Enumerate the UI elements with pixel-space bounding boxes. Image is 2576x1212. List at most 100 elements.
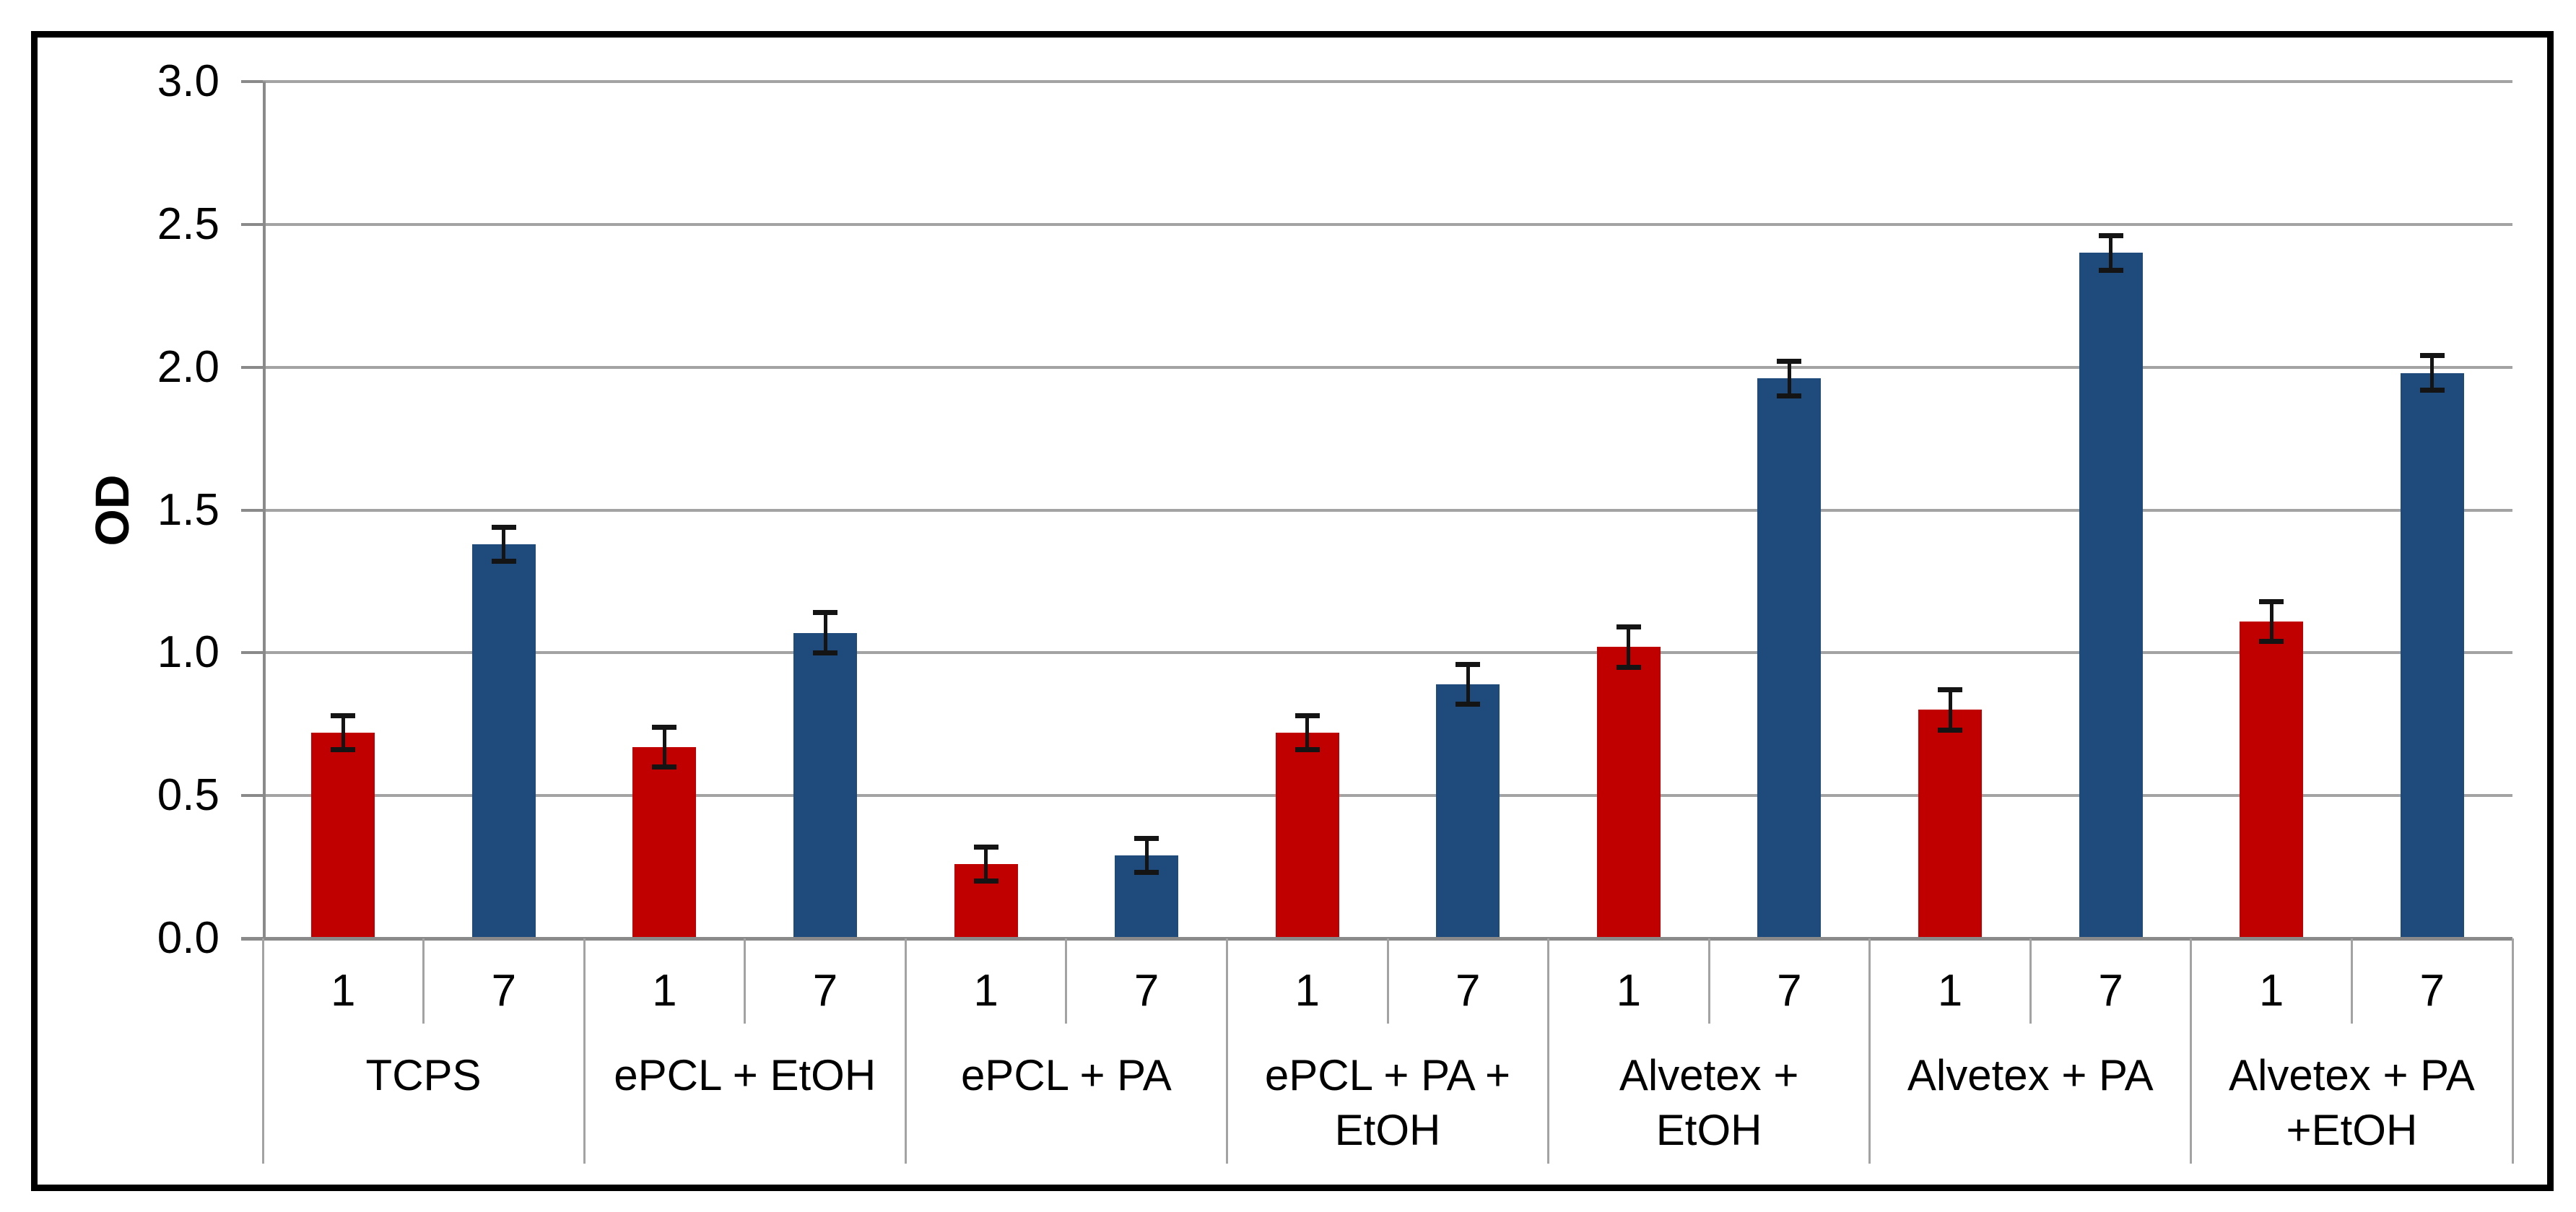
bar-group7-day7 <box>2400 372 2464 938</box>
day-tick-label-group3-7: 7 <box>1133 966 1159 1016</box>
error-bar-cap-bottom-group2-day1 <box>652 764 677 770</box>
chart-outer-border <box>31 31 2554 1191</box>
error-bar-cap-top-group1-day7 <box>491 524 516 530</box>
error-bar-group2-day1 <box>662 727 666 767</box>
day-tick-label-group1-1: 1 <box>331 966 356 1016</box>
group-separator-1 <box>583 938 586 1164</box>
error-bar-cap-bottom-group2-day7 <box>813 650 837 655</box>
y-tick-label-3.0: 3.0 <box>157 56 219 106</box>
group-label-3: ePCL + PA <box>960 1051 1172 1099</box>
bar-group5-day7 <box>1757 378 1822 938</box>
bar-group4-day7 <box>1436 684 1500 938</box>
error-bar-cap-bottom-group7-day7 <box>2419 387 2445 393</box>
day-separator-2 <box>744 938 747 1024</box>
bar-group7-day1 <box>2240 621 2304 938</box>
day-separator-3 <box>1065 938 1068 1024</box>
day-tick-label-group2-7: 7 <box>812 966 838 1016</box>
gridline-1.5 <box>263 508 2512 512</box>
y-axis-tick-1.5 <box>241 508 263 512</box>
day-tick-label-group1-7: 7 <box>491 966 517 1016</box>
error-bar-cap-bottom-group4-day1 <box>1294 747 1320 753</box>
bar-group1-day7 <box>471 544 536 938</box>
bar-group4-day1 <box>1275 733 1339 938</box>
bar-group1-day1 <box>311 733 375 938</box>
group-label-7: Alvetex + PA +EtOH <box>2229 1051 2475 1154</box>
error-bar-group5-day7 <box>1787 361 1791 396</box>
error-bar-group6-day7 <box>2109 235 2113 271</box>
error-bar-group1-day7 <box>502 527 506 562</box>
y-tick-label-1.5: 1.5 <box>157 484 219 535</box>
group-separator-5 <box>1868 938 1871 1164</box>
group-label-6: Alvetex + PA <box>1907 1051 2154 1099</box>
error-bar-cap-bottom-group5-day1 <box>1616 664 1641 670</box>
group-separator-2 <box>904 938 907 1164</box>
y-tick-label-0.5: 0.5 <box>157 770 219 821</box>
y-axis-line <box>263 82 266 938</box>
y-tick-label-0.0: 0.0 <box>157 913 219 963</box>
day-tick-label-group4-1: 1 <box>1294 966 1320 1016</box>
error-bar-cap-bottom-group5-day7 <box>1777 393 1802 398</box>
group-separator-6 <box>2190 938 2193 1164</box>
error-bar-cap-top-group5-day7 <box>1777 359 1802 365</box>
error-bar-cap-top-group7-day7 <box>2419 353 2445 359</box>
y-tick-label-2.5: 2.5 <box>157 199 219 249</box>
gridline-2.0 <box>263 365 2512 369</box>
group-label-4: ePCL + PA + EtOH <box>1264 1051 1511 1154</box>
y-axis-tick-2.5 <box>241 222 263 226</box>
day-tick-label-group6-7: 7 <box>2098 966 2123 1016</box>
error-bar-group6-day1 <box>1948 689 1952 731</box>
error-bar-cap-top-group6-day1 <box>1938 687 1962 693</box>
y-tick-label-1.0: 1.0 <box>157 627 219 678</box>
day-separator-7 <box>2350 938 2353 1024</box>
error-bar-group7-day7 <box>2430 355 2434 391</box>
error-bar-group4-day7 <box>1466 664 1470 705</box>
bar-group5-day1 <box>1596 647 1661 938</box>
day-tick-label-group3-1: 1 <box>973 966 998 1016</box>
error-bar-cap-bottom-group3-day1 <box>973 879 998 884</box>
error-bar-group2-day7 <box>823 612 827 653</box>
day-tick-label-group7-1: 1 <box>2258 966 2284 1016</box>
bar-group6-day1 <box>1918 710 1982 938</box>
group-separator-0 <box>261 938 264 1164</box>
bar-group2-day1 <box>632 746 697 938</box>
error-bar-cap-bottom-group4-day7 <box>1455 702 1481 707</box>
y-axis-title: OD <box>85 474 139 546</box>
error-bar-group1-day1 <box>341 715 345 750</box>
day-separator-4 <box>1386 938 1389 1024</box>
group-separator-7 <box>2511 938 2514 1164</box>
group-separator-4 <box>1547 938 1550 1164</box>
error-bar-cap-bottom-group1-day1 <box>331 747 356 753</box>
y-axis-tick-3.0 <box>241 80 263 83</box>
error-bar-group7-day1 <box>2269 601 2273 642</box>
error-bar-cap-bottom-group1-day7 <box>491 559 516 564</box>
error-bar-cap-bottom-group3-day7 <box>1134 870 1159 876</box>
error-bar-cap-top-group4-day7 <box>1455 661 1481 667</box>
y-tick-label-2.0: 2.0 <box>157 341 219 392</box>
day-separator-5 <box>1707 938 1710 1024</box>
error-bar-cap-bottom-group6-day1 <box>1938 727 1962 733</box>
group-separator-3 <box>1225 938 1228 1164</box>
error-bar-cap-top-group3-day1 <box>973 844 998 850</box>
error-bar-cap-bottom-group6-day7 <box>2098 267 2123 273</box>
gridline-3.0 <box>263 80 2512 83</box>
error-bar-group5-day1 <box>1627 627 1631 668</box>
error-bar-group3-day7 <box>1144 838 1149 873</box>
y-axis-tick-0.5 <box>241 794 263 798</box>
gridline-2.5 <box>263 222 2512 226</box>
group-label-5: Alvetex + EtOH <box>1619 1051 1799 1154</box>
day-separator-6 <box>2029 938 2032 1024</box>
day-tick-label-group2-1: 1 <box>652 966 677 1016</box>
day-tick-label-group5-1: 1 <box>1616 966 1642 1016</box>
error-bar-cap-top-group3-day7 <box>1134 836 1159 842</box>
group-label-2: ePCL + EtOH <box>614 1051 876 1099</box>
day-tick-label-group4-7: 7 <box>1455 966 1481 1016</box>
bar-group6-day7 <box>2079 253 2143 938</box>
day-separator-1 <box>422 938 425 1024</box>
error-bar-cap-top-group2-day1 <box>652 724 677 730</box>
day-tick-label-group7-7: 7 <box>2419 966 2445 1016</box>
error-bar-cap-top-group7-day1 <box>2259 598 2284 604</box>
error-bar-cap-top-group2-day7 <box>813 610 837 616</box>
error-bar-group4-day1 <box>1305 715 1310 750</box>
gridline-1.0 <box>263 651 2512 655</box>
